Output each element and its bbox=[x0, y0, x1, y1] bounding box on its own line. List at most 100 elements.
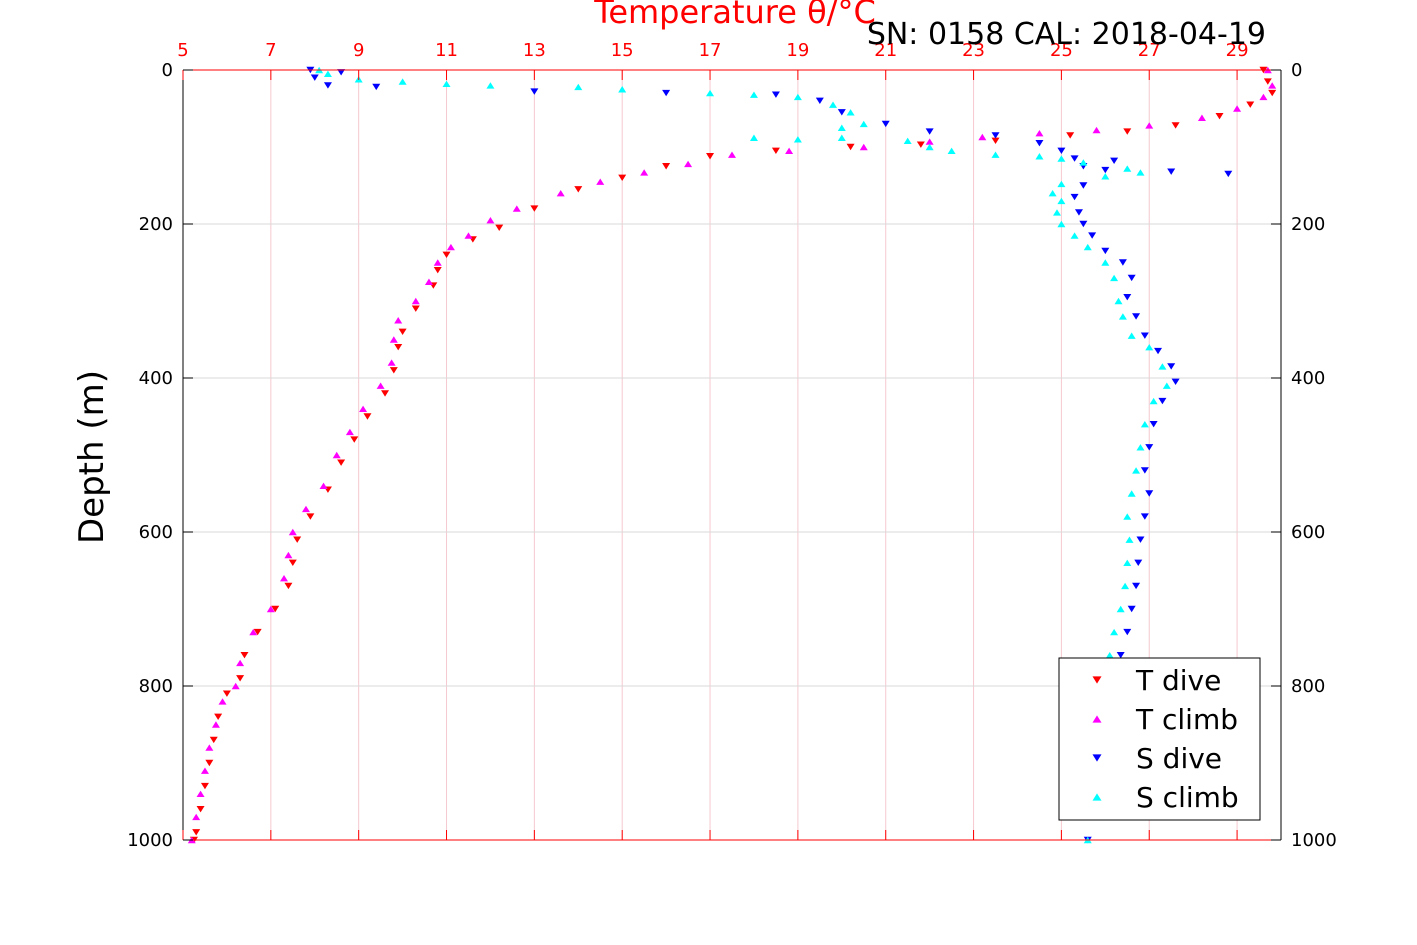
point-s-climb bbox=[574, 83, 583, 91]
point-s-climb bbox=[1118, 313, 1127, 320]
point-t-dive bbox=[1123, 128, 1132, 135]
point-t-dive bbox=[196, 806, 205, 813]
point-s-climb bbox=[947, 147, 956, 155]
point-s-dive bbox=[1127, 605, 1136, 613]
point-t-dive bbox=[442, 251, 451, 258]
point-t-climb bbox=[236, 659, 245, 667]
point-s-climb bbox=[903, 137, 912, 145]
x-tick-label: 21 bbox=[874, 40, 897, 61]
point-t-dive bbox=[1263, 78, 1272, 85]
point-t-dive bbox=[288, 559, 297, 566]
point-s-dive bbox=[1101, 166, 1110, 174]
point-t-dive bbox=[240, 652, 249, 659]
point-s-dive bbox=[337, 69, 346, 76]
point-t-climb bbox=[288, 528, 297, 536]
point-t-dive bbox=[209, 736, 218, 744]
series-t-climb bbox=[187, 66, 1277, 844]
point-t-climb bbox=[433, 259, 442, 266]
point-s-dive bbox=[1140, 467, 1149, 474]
point-s-dive bbox=[1116, 652, 1125, 659]
point-s-climb bbox=[859, 120, 868, 128]
point-t-dive bbox=[389, 367, 398, 374]
point-s-dive bbox=[1110, 157, 1119, 165]
point-t-dive bbox=[411, 305, 420, 312]
point-t-climb bbox=[389, 336, 398, 343]
point-s-dive bbox=[1070, 193, 1079, 201]
point-t-dive bbox=[337, 459, 346, 466]
legend-label-s-climb: S climb bbox=[1136, 781, 1239, 814]
y-tick-label-left: 200 bbox=[139, 214, 173, 235]
point-t-climb bbox=[218, 698, 227, 705]
point-t-dive bbox=[662, 163, 671, 170]
point-t-climb bbox=[556, 190, 565, 197]
point-s-dive bbox=[1224, 170, 1233, 178]
point-s-climb bbox=[793, 93, 802, 101]
y-tick-label-right: 400 bbox=[1291, 368, 1325, 389]
point-t-climb bbox=[1259, 93, 1268, 101]
point-s-climb bbox=[1116, 605, 1125, 613]
x-tick-label: 5 bbox=[177, 40, 188, 61]
point-s-dive bbox=[1074, 209, 1083, 216]
point-t-climb bbox=[200, 767, 209, 774]
point-s-climb bbox=[1123, 513, 1132, 520]
point-t-climb bbox=[1197, 114, 1206, 121]
point-t-climb bbox=[486, 216, 495, 224]
point-s-climb bbox=[1057, 197, 1066, 205]
point-t-climb bbox=[1233, 105, 1242, 112]
point-s-climb bbox=[1136, 169, 1145, 176]
point-s-climb bbox=[398, 78, 407, 85]
point-s-climb bbox=[1110, 274, 1119, 282]
point-s-climb bbox=[1048, 190, 1057, 197]
point-t-climb bbox=[196, 790, 205, 797]
point-t-dive bbox=[991, 137, 1000, 145]
point-t-dive bbox=[363, 413, 372, 420]
point-s-dive bbox=[837, 109, 846, 116]
point-s-dive bbox=[1136, 536, 1145, 543]
legend-items: T dive T climb S dive S climb bbox=[1092, 664, 1239, 814]
x-tick-label: 25 bbox=[1050, 40, 1073, 61]
point-t-climb bbox=[684, 160, 693, 168]
y-tick-label-left: 800 bbox=[139, 676, 173, 697]
point-t-dive bbox=[222, 690, 231, 697]
y-tick-label-left: 600 bbox=[139, 522, 173, 543]
x-tick-label: 15 bbox=[611, 40, 634, 61]
legend-marker-s-dive bbox=[1092, 754, 1102, 762]
point-s-dive bbox=[1123, 628, 1132, 636]
chart-title: Temperature θ/°C bbox=[593, 0, 876, 31]
point-s-dive bbox=[310, 74, 319, 81]
point-s-dive bbox=[925, 128, 934, 135]
point-s-climb bbox=[1101, 259, 1110, 266]
point-s-climb bbox=[1125, 536, 1134, 543]
point-s-climb bbox=[837, 124, 846, 131]
point-s-dive bbox=[1158, 397, 1167, 405]
point-s-dive bbox=[1140, 513, 1149, 520]
point-s-dive bbox=[1088, 232, 1097, 239]
point-s-climb bbox=[1121, 582, 1130, 590]
legend: T dive T climb S dive S climb bbox=[1058, 657, 1261, 821]
point-t-climb bbox=[512, 205, 521, 212]
point-t-dive bbox=[1171, 122, 1180, 129]
point-s-climb bbox=[991, 151, 1000, 158]
point-t-dive bbox=[293, 536, 302, 543]
point-s-climb bbox=[749, 134, 758, 141]
point-t-dive bbox=[192, 829, 201, 836]
point-s-climb bbox=[1158, 363, 1167, 370]
point-s-climb bbox=[1145, 344, 1154, 351]
point-t-dive bbox=[1246, 101, 1255, 108]
point-t-dive bbox=[350, 436, 359, 443]
x-tick-label: 29 bbox=[1226, 40, 1249, 61]
x-tick-label: 27 bbox=[1138, 40, 1161, 61]
point-s-dive bbox=[771, 91, 780, 98]
legend-box bbox=[1058, 657, 1261, 821]
point-t-climb bbox=[446, 243, 455, 251]
axes bbox=[182, 69, 1282, 841]
point-s-climb bbox=[1162, 382, 1171, 389]
point-s-climb bbox=[793, 136, 802, 143]
point-t-climb bbox=[411, 297, 420, 305]
data-points bbox=[187, 66, 1277, 844]
point-t-dive bbox=[1268, 89, 1277, 97]
point-s-climb bbox=[706, 89, 715, 97]
y-tick-label-left: 1000 bbox=[127, 830, 173, 851]
point-t-dive bbox=[916, 141, 925, 148]
point-s-dive bbox=[1149, 421, 1158, 428]
